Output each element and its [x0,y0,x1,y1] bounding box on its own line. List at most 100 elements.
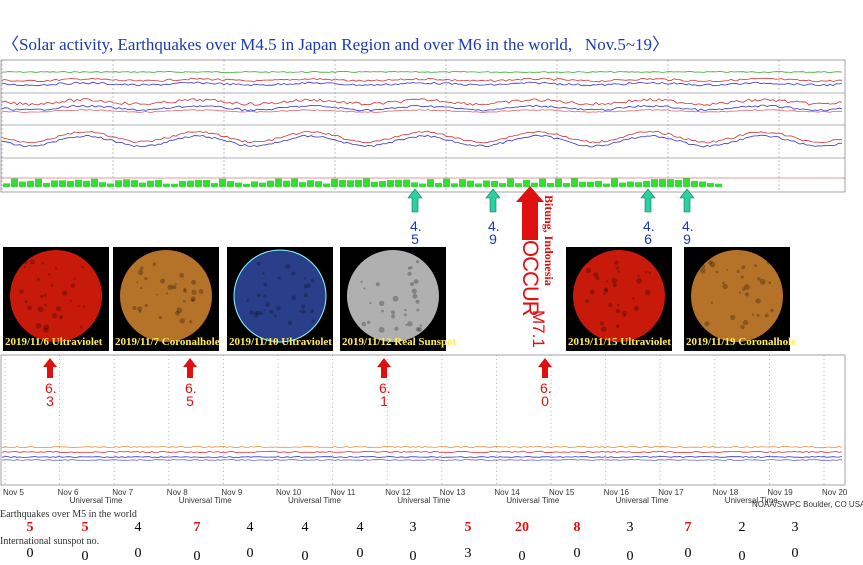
green-arrow [640,188,656,213]
green-arrow [679,188,695,213]
date-label: Nov 16 [603,488,629,497]
texture [138,310,142,313]
image-caption: 2019/11/15 Ultraviolet [568,336,671,348]
texture [369,302,372,305]
texture [155,293,158,296]
kp-bar [83,180,90,187]
kp-bar [91,178,98,187]
trace [1,97,843,106]
texture [392,295,399,302]
date-label: Nov 10 [276,488,302,497]
texture [179,318,185,324]
texture [742,287,746,291]
sunspot-count: 0 [791,546,799,561]
kp-bar [435,182,442,187]
texture [742,319,749,326]
sun-disk [10,250,102,342]
row-label: Earthquakes over M5 in the world [0,509,137,520]
texture [264,301,271,307]
texture [269,309,274,315]
kp-bar [403,179,410,187]
kp-bar [163,183,170,187]
quake-count: 4 [356,520,364,535]
texture [770,308,774,313]
texture [183,289,187,293]
kp-bar [363,178,370,187]
kp-bar [395,179,402,187]
quake-count: 8 [573,520,581,535]
texture [707,260,713,265]
texture [27,305,33,311]
texture [709,261,716,268]
world-magnitude: 6.0 [540,380,552,409]
date-label: Nov 11 [330,488,356,497]
kp-bar [3,183,10,187]
texture [623,314,626,318]
kp-bar [451,183,458,187]
texture [768,281,772,285]
kp-bar [259,182,266,187]
texture [51,313,58,319]
quake-count: 3 [626,520,634,535]
texture [257,293,261,298]
texture [198,289,204,294]
kp-bar [211,183,218,187]
date-label: Nov 5 [3,488,24,497]
texture [417,327,423,332]
texture [50,283,54,287]
kp-bar [619,182,626,187]
texture [256,261,261,266]
texture [648,271,652,275]
trace [1,450,843,454]
texture [585,299,590,304]
texture [403,313,407,317]
kp-bar [483,180,490,187]
kp-bar [571,178,578,187]
major-arrow [516,186,544,240]
xray-panel [0,354,846,486]
kp-bar [107,183,114,187]
texture [710,301,713,304]
texture [412,293,418,299]
trace [1,445,843,449]
kp-bar [691,180,698,187]
quake-count: 4 [134,520,142,535]
title: 〈Solar activity, Earthquakes over M4.5 i… [2,35,670,54]
sunspot-count: 0 [518,549,526,564]
texture [152,262,157,267]
sunspot-count: 0 [573,546,581,561]
texture [621,310,627,316]
texture [263,294,267,299]
trace [1,71,843,73]
texture [136,281,139,284]
sunspot-count: 0 [738,549,746,564]
texture [79,325,83,329]
image-caption: 2019/11/12 Real Sunspot [342,336,457,348]
image-caption: 2019/11/10 Ultraviolet [229,336,332,348]
texture [740,275,744,279]
texture [22,259,28,265]
kp-bar [715,183,722,187]
texture [160,278,166,284]
texture [300,304,306,309]
major-place: Bitung, Indonesia [542,195,556,286]
japan-magnitude: 4.9 [682,218,694,247]
date-label: Nov 9 [221,488,243,497]
texture [291,271,296,276]
red-arrow [377,358,391,378]
kp-bar [427,179,434,187]
trace [1,77,843,83]
texture [298,309,302,313]
kp-bar [499,183,506,187]
kp-bar [475,183,482,187]
kp-bar [35,178,42,187]
texture [73,277,76,280]
kp-bar [371,181,378,187]
kp-bar [531,182,538,187]
kp-bar [419,183,426,187]
texture [183,299,186,303]
kp-bar [251,181,258,187]
kp-bar [275,178,282,187]
texture [409,282,415,287]
